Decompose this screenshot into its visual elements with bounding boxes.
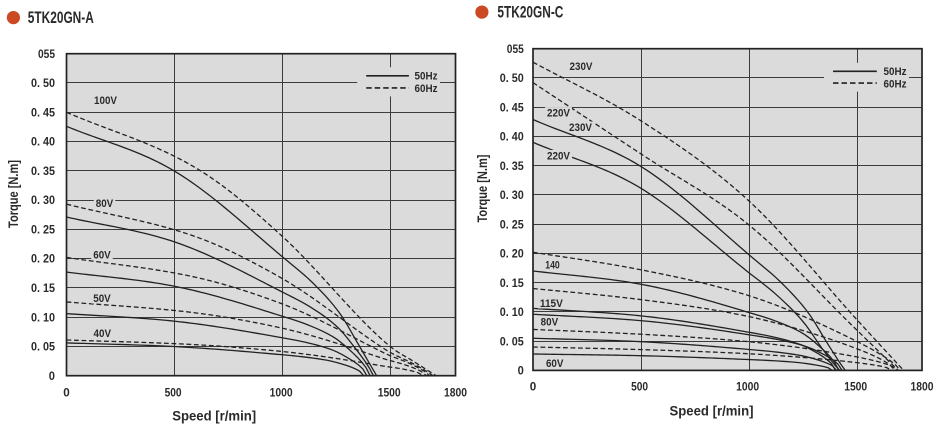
svg-text:0. 20: 0. 20 [500,249,524,261]
svg-text:0. 35: 0. 35 [500,161,525,173]
svg-text:1000: 1000 [270,386,293,400]
svg-text:60Hz: 60Hz [415,83,438,95]
svg-text:1800: 1800 [911,380,934,394]
svg-text:0. 10: 0. 10 [31,312,55,324]
svg-text:1500: 1500 [378,386,401,400]
svg-text:220V: 220V [547,150,571,162]
svg-text:60V: 60V [546,358,564,370]
svg-text:Torque [N.m]: Torque [N.m] [474,155,490,223]
svg-text:500: 500 [165,386,182,400]
svg-text:0. 45: 0. 45 [31,107,56,119]
svg-text:055: 055 [507,44,525,56]
svg-text:0. 50: 0. 50 [31,78,55,90]
svg-text:80V: 80V [96,198,114,210]
svg-text:0. 10: 0. 10 [500,307,524,319]
svg-text:Speed [r/min]: Speed [r/min] [670,403,754,419]
svg-text:0. 30: 0. 30 [500,190,524,202]
svg-text:0. 15: 0. 15 [500,278,525,290]
svg-text:0. 15: 0. 15 [31,283,56,295]
svg-text:220V: 220V [547,108,571,120]
svg-text:0: 0 [49,371,55,383]
svg-text:60Hz: 60Hz [884,78,907,90]
svg-text:0. 40: 0. 40 [31,137,55,149]
svg-text:0. 45: 0. 45 [500,102,525,114]
svg-text:80V: 80V [541,317,559,329]
svg-text:60V: 60V [93,249,111,261]
svg-text:500: 500 [631,380,648,394]
svg-text:0. 05: 0. 05 [500,336,525,348]
svg-text:230V: 230V [570,61,594,73]
svg-text:50V: 50V [93,293,111,305]
svg-text:0: 0 [518,366,524,378]
svg-text:5TK20GN-C: 5TK20GN-C [497,3,563,22]
svg-text:140: 140 [545,259,560,271]
svg-text:1500: 1500 [844,380,867,394]
svg-text:0. 20: 0. 20 [31,254,55,266]
svg-text:0. 40: 0. 40 [500,132,524,144]
svg-text:0. 25: 0. 25 [31,224,56,236]
svg-text:0. 05: 0. 05 [31,342,56,354]
svg-text:0. 25: 0. 25 [500,219,525,231]
svg-text:5TK20GN-A: 5TK20GN-A [28,8,94,27]
svg-text:1800: 1800 [444,386,467,400]
svg-text:40V: 40V [94,328,112,340]
svg-text:115V: 115V [540,298,564,310]
svg-text:0: 0 [530,380,537,394]
svg-text:50Hz: 50Hz [884,66,907,78]
svg-text:0. 30: 0. 30 [31,195,55,207]
svg-text:100V: 100V [94,95,118,107]
svg-text:0: 0 [63,386,70,400]
svg-text:Torque [N.m]: Torque [N.m] [5,160,21,228]
svg-text:50Hz: 50Hz [415,71,438,83]
svg-text:055: 055 [38,49,56,61]
svg-text:1000: 1000 [736,380,759,394]
svg-text:230V: 230V [569,122,593,134]
svg-text:Speed [r/min]: Speed [r/min] [172,408,256,424]
svg-text:0. 35: 0. 35 [31,166,56,178]
svg-text:0. 50: 0. 50 [500,73,524,85]
